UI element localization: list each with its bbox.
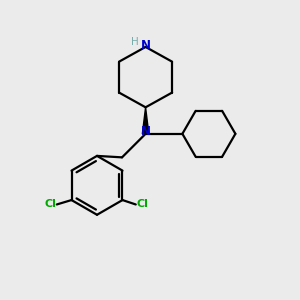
Text: H: H — [131, 37, 139, 46]
Text: N: N — [141, 125, 151, 138]
Text: N: N — [141, 39, 151, 52]
Text: Cl: Cl — [44, 200, 56, 209]
Polygon shape — [142, 107, 149, 134]
Text: Cl: Cl — [136, 200, 148, 209]
